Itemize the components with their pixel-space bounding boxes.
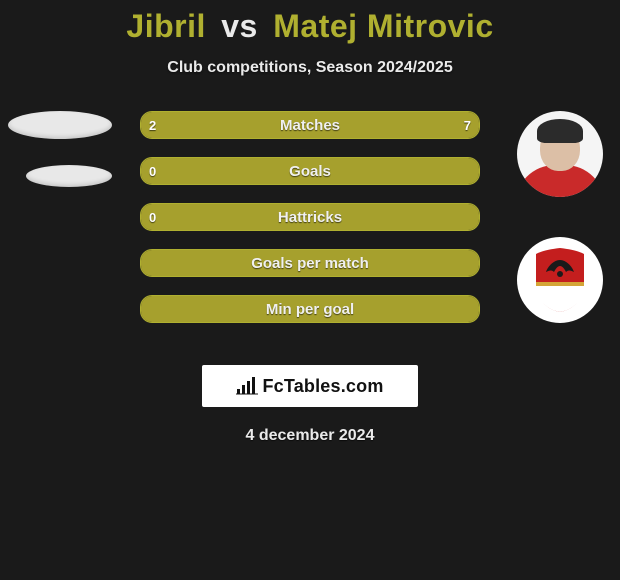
bar-label: Min per goal	[141, 296, 479, 322]
comparison-card: Jibril vs Matej Mitrovic Club competitio…	[0, 0, 620, 580]
player1-avatar-placeholder	[8, 111, 112, 139]
bar-row-matches: 2 Matches 7	[140, 111, 480, 139]
player2-avatar	[517, 111, 603, 197]
page-title: Jibril vs Matej Mitrovic	[0, 8, 620, 45]
player1-name: Jibril	[126, 8, 205, 44]
brand-text: FcTables.com	[262, 376, 383, 397]
brand-box[interactable]: FcTables.com	[202, 365, 418, 407]
bar-label: Matches	[141, 112, 479, 138]
player1-club-placeholder	[26, 165, 112, 187]
left-avatar-column	[8, 111, 128, 213]
right-avatar-column	[510, 111, 610, 323]
bar-row-goals-per-match: Goals per match	[140, 249, 480, 277]
avatar-hair	[537, 119, 583, 143]
bar-right-value: 7	[464, 112, 471, 138]
bar-row-min-per-goal: Min per goal	[140, 295, 480, 323]
bar-chart-icon	[236, 377, 258, 395]
bar-label: Hattricks	[141, 204, 479, 230]
player2-name: Matej Mitrovic	[273, 8, 493, 44]
bar-label: Goals per match	[141, 250, 479, 276]
stat-bars: 2 Matches 7 0 Goals 0 Hattricks Goals pe…	[140, 111, 480, 341]
date-label: 4 december 2024	[0, 427, 620, 445]
bar-row-hattricks: 0 Hattricks	[140, 203, 480, 231]
bar-row-goals: 0 Goals	[140, 157, 480, 185]
player2-club-badge	[517, 237, 603, 323]
subtitle: Club competitions, Season 2024/2025	[0, 59, 620, 77]
vs-separator: vs	[221, 8, 258, 44]
bar-label: Goals	[141, 158, 479, 184]
club-shield-icon	[530, 246, 590, 314]
